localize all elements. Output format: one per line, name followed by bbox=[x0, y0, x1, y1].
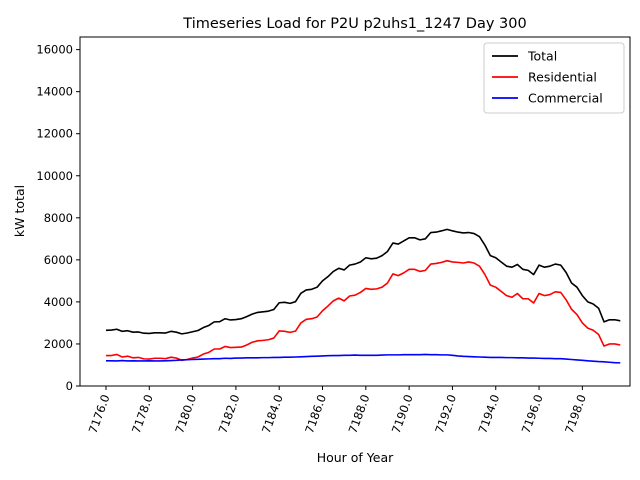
y-tick-label: 16000 bbox=[36, 43, 73, 57]
legend-label-total: Total bbox=[527, 49, 557, 64]
y-tick-label: 14000 bbox=[36, 85, 73, 99]
series-line-residential bbox=[105, 259, 621, 362]
y-tick-label: 6000 bbox=[44, 253, 73, 267]
series-lines bbox=[105, 228, 621, 364]
legend-label-commercial: Commercial bbox=[528, 91, 603, 106]
chart-legend: Total Residential Commercial bbox=[483, 42, 625, 114]
y-axis-label: kW total bbox=[12, 185, 27, 237]
x-axis-label: Hour of Year bbox=[317, 450, 394, 465]
y-tick-label: 10000 bbox=[36, 169, 73, 183]
y-tick-label: 12000 bbox=[36, 127, 73, 141]
y-tick-label: 4000 bbox=[44, 295, 73, 309]
series-line-commercial bbox=[105, 353, 621, 364]
legend-box bbox=[483, 42, 625, 114]
series-line-total bbox=[105, 228, 621, 335]
y-tick-label: 2000 bbox=[44, 337, 73, 351]
chart-title: Timeseries Load for P2U p2uhs1_1247 Day … bbox=[182, 16, 526, 32]
y-tick-label: 0 bbox=[66, 379, 73, 393]
legend-label-residential: Residential bbox=[528, 70, 597, 85]
plot-area-frame bbox=[79, 36, 631, 387]
y-tick-label: 8000 bbox=[44, 211, 73, 225]
